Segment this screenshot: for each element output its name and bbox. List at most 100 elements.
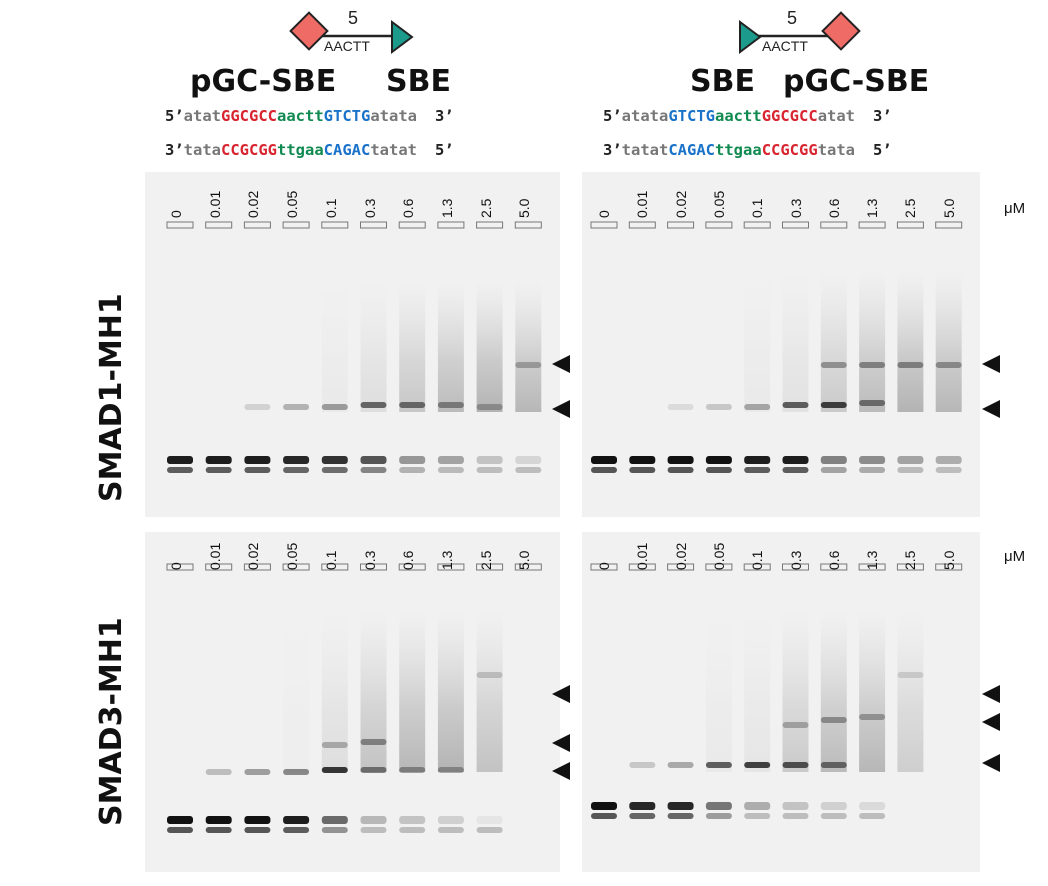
free-dna-band xyxy=(321,816,348,824)
gel-band xyxy=(935,362,962,368)
right-spacer-seq: AACTT xyxy=(762,38,808,54)
gel-well xyxy=(705,221,733,229)
lane-concentration-label: 1.3 xyxy=(864,198,881,218)
free-dna-band xyxy=(820,456,847,464)
free-dna-band xyxy=(167,467,193,473)
left-construct-schematic xyxy=(289,11,414,54)
gel-band xyxy=(820,402,847,408)
lane-concentration-label: 0.3 xyxy=(787,550,804,570)
lane-concentration-label: 1.3 xyxy=(438,550,455,570)
gel-well xyxy=(437,221,465,229)
right-bottom-strand: 3’tatatCAGACttgaaCCGCGGtata 5’ xyxy=(603,141,892,159)
free-dna-band xyxy=(820,467,847,473)
lane-concentration-label: 0.6 xyxy=(400,198,417,218)
lane-concentration-label: 0.6 xyxy=(825,550,842,570)
free-dna-band xyxy=(591,802,617,810)
lane-concentration-label: 0.05 xyxy=(710,542,727,570)
lane-concentration-label: 2.5 xyxy=(902,550,919,570)
gel-smear xyxy=(360,282,387,412)
gel-band xyxy=(782,402,809,408)
gel-smad3-sbe-pgc xyxy=(582,532,980,872)
free-dna-band xyxy=(744,456,771,464)
gel-smear xyxy=(437,612,464,772)
gel-band xyxy=(244,769,271,775)
gel-band xyxy=(744,762,771,768)
free-dna-band xyxy=(321,467,348,473)
gel-well xyxy=(166,221,194,229)
gel-well xyxy=(398,221,426,229)
free-dna-band xyxy=(399,816,426,824)
gel-smear xyxy=(744,612,771,772)
lane-concentration-label: 2.5 xyxy=(902,198,919,218)
gel-well xyxy=(628,221,656,229)
gel-band xyxy=(476,404,503,410)
gel-well xyxy=(858,563,886,571)
free-dna-band xyxy=(515,456,542,464)
free-dna-band xyxy=(321,456,348,464)
gel-smear xyxy=(399,282,426,412)
gel-well xyxy=(590,563,618,571)
gel-well xyxy=(896,563,924,571)
free-dna-band xyxy=(244,816,271,824)
free-dna-band xyxy=(476,816,503,824)
gel-smear xyxy=(360,612,387,772)
free-dna-band xyxy=(399,827,426,833)
gel-smear xyxy=(476,612,503,772)
gel-smear xyxy=(859,612,886,772)
gel-well xyxy=(743,563,771,571)
gel-band xyxy=(897,362,924,368)
free-dna-band xyxy=(859,467,886,473)
lane-concentration-label: 0.02 xyxy=(245,190,262,218)
free-dna-band xyxy=(360,827,387,833)
free-dna-band xyxy=(244,456,271,464)
gel-band xyxy=(782,722,809,728)
gel-band xyxy=(667,404,694,410)
free-dna-band xyxy=(283,467,310,473)
gel-band xyxy=(629,762,656,768)
gel-well xyxy=(782,563,809,571)
complex-arrow-icon xyxy=(982,355,1000,373)
free-dna-band xyxy=(705,802,732,810)
gel-band xyxy=(820,762,847,768)
gel-well xyxy=(743,221,771,229)
gel-smear xyxy=(859,272,886,412)
free-dna-band xyxy=(667,456,694,464)
lane-concentration-label: 0 xyxy=(168,562,184,570)
gel-band xyxy=(782,762,809,768)
gel-well xyxy=(243,221,271,229)
lane-concentration-label: 0.05 xyxy=(710,190,727,218)
free-dna-band xyxy=(283,816,310,824)
lane-concentration-label: 0.1 xyxy=(749,550,766,570)
gel-well xyxy=(243,563,271,571)
gel-well xyxy=(205,563,233,571)
gel-well xyxy=(166,563,194,571)
free-dna-band xyxy=(360,816,387,824)
free-dna-band xyxy=(935,456,962,464)
gel-smad1-pgc-sbe xyxy=(145,172,560,517)
gel-smad1-sbe-pgc xyxy=(582,172,980,517)
gel-smear xyxy=(820,272,847,412)
lane-concentration-label: 0.02 xyxy=(245,542,262,570)
free-dna-band xyxy=(744,802,771,810)
left-label-pgc-sbe: pGC-SBE xyxy=(190,64,337,99)
gel-smear xyxy=(820,612,847,772)
gel-well xyxy=(282,221,310,229)
free-dna-band xyxy=(782,456,809,464)
gel-smear xyxy=(321,282,348,412)
gel-well xyxy=(514,221,542,229)
gel-well xyxy=(476,221,504,229)
gel-smear xyxy=(399,612,426,772)
gel-well xyxy=(437,563,465,571)
lane-concentration-label: 0.01 xyxy=(634,542,651,570)
free-dna-band xyxy=(205,456,232,464)
left-spacer-seq: AACTT xyxy=(324,38,370,54)
gel-band xyxy=(360,739,387,745)
gel-well xyxy=(820,563,848,571)
free-dna-band xyxy=(167,456,193,464)
gel-band xyxy=(205,769,232,775)
lane-concentration-label: 0.3 xyxy=(361,550,378,570)
gel-well xyxy=(896,221,924,229)
free-dna-band xyxy=(859,813,886,819)
lane-concentration-label: 0.01 xyxy=(206,190,223,218)
lane-concentration-label: 0.3 xyxy=(787,198,804,218)
